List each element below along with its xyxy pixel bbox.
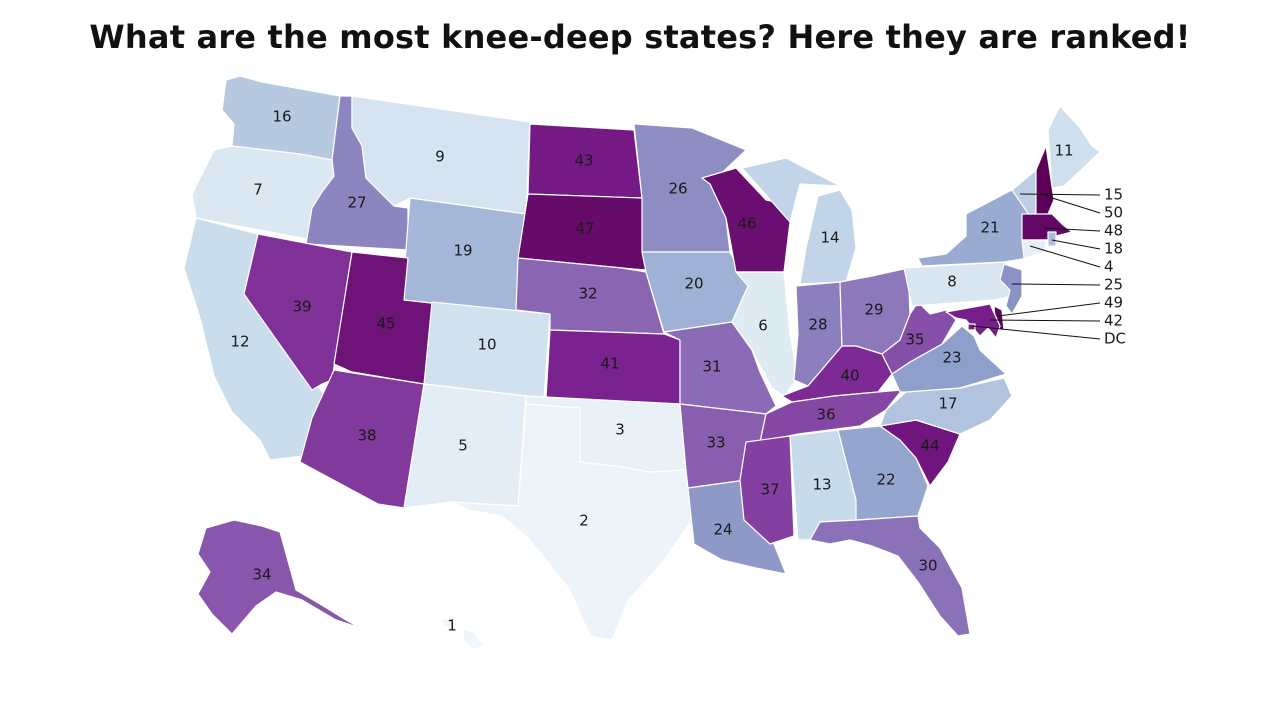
rank-labels: 1671227399194538105434732413226203133244… (230, 108, 1126, 635)
callout-label-dc: DC (1104, 330, 1126, 348)
leader-line-nj (1011, 283, 1101, 286)
rank-label-wa: 16 (272, 108, 291, 126)
rank-label-oh: 29 (864, 301, 883, 319)
states-layer (183, 75, 1101, 651)
callout-label-md: 42 (1104, 312, 1123, 330)
callout-label-vt: 15 (1104, 186, 1123, 204)
state-tx[interactable] (451, 403, 693, 641)
rank-label-mi: 14 (820, 229, 839, 247)
rank-label-ny: 21 (980, 219, 999, 237)
rank-label-ky: 40 (840, 367, 859, 385)
rank-label-ak: 34 (252, 566, 271, 584)
state-wi[interactable] (701, 167, 791, 273)
rank-label-ga: 22 (876, 471, 895, 489)
rank-label-sc: 44 (920, 437, 939, 455)
callout-label-de: 49 (1104, 294, 1123, 312)
rank-label-ia: 20 (684, 275, 703, 293)
rank-label-va: 23 (942, 349, 961, 367)
rank-label-in: 28 (808, 316, 827, 334)
rank-label-nc: 17 (938, 395, 957, 413)
rank-label-me: 11 (1054, 142, 1073, 160)
leader-line-nh (1045, 195, 1101, 214)
rank-label-ut: 45 (376, 315, 395, 333)
state-nj[interactable] (999, 263, 1023, 315)
rank-label-nv: 39 (292, 298, 311, 316)
state-ma[interactable] (1021, 213, 1073, 241)
rank-label-nm: 5 (458, 437, 468, 455)
state-me[interactable] (1047, 105, 1101, 189)
leader-line-ct (1029, 245, 1101, 268)
state-ct[interactable] (1021, 239, 1047, 259)
rank-label-tn: 36 (816, 406, 835, 424)
rank-label-nd: 43 (574, 152, 593, 170)
rank-label-il: 6 (758, 317, 768, 335)
leader-line-de (997, 302, 1101, 317)
rank-label-mt: 9 (435, 148, 445, 166)
rank-label-ar: 33 (706, 434, 725, 452)
rank-label-wv: 35 (905, 331, 924, 349)
state-ny[interactable] (917, 189, 1035, 267)
state-il[interactable] (731, 271, 799, 397)
rank-label-mo: 31 (702, 358, 721, 376)
rank-label-pa: 8 (947, 273, 957, 291)
callout-label-nh: 50 (1104, 204, 1123, 222)
callout-label-ct: 4 (1104, 258, 1114, 276)
callout-leaders (971, 193, 1101, 340)
state-wv[interactable] (881, 301, 957, 375)
leader-line-ri (1051, 239, 1101, 250)
rank-label-ca: 12 (230, 333, 249, 351)
rank-label-wi: 46 (737, 215, 756, 233)
state-sd[interactable] (517, 193, 647, 271)
leader-line-vt (1019, 193, 1101, 196)
state-pa[interactable] (903, 261, 1017, 307)
state-nh[interactable] (1035, 145, 1055, 219)
callout-label-ma: 48 (1104, 222, 1123, 240)
state-ri[interactable] (1047, 231, 1057, 247)
state-fl[interactable] (809, 515, 971, 637)
leader-line-md (989, 319, 1101, 322)
rank-label-al: 13 (812, 476, 831, 494)
callout-label-ri: 18 (1104, 240, 1123, 258)
rank-label-la: 24 (713, 521, 732, 539)
rank-label-or: 7 (253, 181, 263, 199)
rank-label-ms: 37 (760, 481, 779, 499)
map-title: What are the most knee-deep states? Here… (89, 18, 1191, 56)
rank-label-co: 10 (477, 336, 496, 354)
rank-label-ok: 3 (615, 421, 625, 439)
rank-label-sd: 47 (575, 220, 594, 238)
state-dc[interactable] (967, 323, 976, 331)
state-hi[interactable] (439, 617, 485, 651)
callout-label-nj: 25 (1104, 276, 1123, 294)
rank-label-az: 38 (357, 427, 376, 445)
rank-label-id: 27 (347, 194, 366, 212)
leader-line-dc (971, 325, 1101, 340)
rank-label-hi: 1 (447, 617, 457, 635)
leader-line-ma (1043, 227, 1101, 232)
rank-label-ks: 41 (600, 355, 619, 373)
rank-label-wy: 19 (453, 242, 472, 260)
rank-label-ne: 32 (578, 285, 597, 303)
state-ak[interactable] (197, 519, 361, 635)
state-mi[interactable] (741, 157, 857, 285)
rank-label-tx: 2 (579, 512, 589, 530)
rank-label-fl: 30 (918, 557, 937, 575)
rank-label-mn: 26 (668, 180, 687, 198)
